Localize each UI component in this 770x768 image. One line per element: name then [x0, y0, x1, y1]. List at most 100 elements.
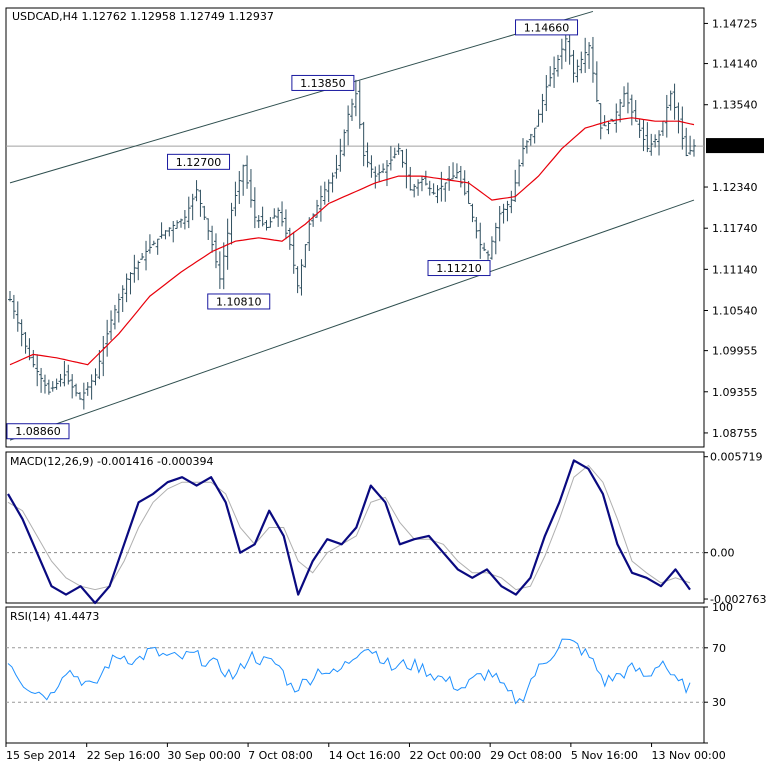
ohlc-bar: [571, 50, 576, 83]
channel-upper-line: [9, 10, 594, 184]
ohlc-bar: [649, 133, 654, 156]
ohlc-bar: [575, 59, 580, 83]
ohlc-bar: [35, 354, 40, 387]
ohlc-bar: [264, 220, 269, 231]
price-tick-label: 1.08755: [712, 427, 758, 440]
ohlc-bar: [384, 160, 389, 187]
ohlc-bar: [105, 319, 110, 357]
ohlc-bar: [396, 143, 401, 155]
ohlc-bar: [89, 374, 94, 400]
ohlc-bar: [353, 79, 358, 117]
annotation-box: [291, 74, 355, 91]
panel-frame-1: [5, 7, 705, 448]
time-tick-label: 22 Oct 00:00: [409, 749, 481, 762]
ohlc-bar: [641, 119, 646, 152]
ohlc-bar: [486, 250, 491, 260]
ohlc-bar: [680, 106, 685, 150]
ohlc-bar: [346, 105, 351, 146]
ohlc-bar: [54, 378, 59, 390]
rsi-tick-label: 70: [712, 642, 726, 655]
ohlc-bar: [625, 82, 630, 114]
ohlc-bar: [268, 217, 273, 228]
ohlc-bar: [618, 99, 623, 123]
rsi-panel-header: RSI(14) 41.4473: [10, 610, 99, 623]
ohlc-bar: [439, 171, 444, 202]
annotation-label: 1.14660: [524, 21, 570, 34]
ohlc-bar: [245, 155, 250, 189]
ohlc-bar: [338, 138, 343, 172]
ohlc-bar: [517, 159, 522, 187]
ohlc-bar: [116, 293, 121, 323]
ohlc-bar: [474, 216, 479, 239]
ohlc-bar: [194, 180, 199, 202]
time-tick-label: 29 Oct 08:00: [490, 749, 562, 762]
ohlc-bar: [112, 304, 117, 330]
ohlc-bar: [466, 181, 471, 204]
ohlc-bar: [361, 121, 366, 167]
ohlc-bar: [408, 166, 413, 191]
annotation-box: [515, 19, 579, 36]
ohlc-bar: [66, 364, 71, 385]
ohlc-bar: [458, 165, 463, 188]
ohlc-bar: [447, 166, 452, 191]
price-tick-label: 1.14725: [712, 17, 758, 30]
ohlc-bar: [629, 94, 634, 126]
ohlc-bar: [423, 170, 428, 186]
ohlc-bar: [128, 272, 133, 295]
channel-lower-line: [9, 199, 695, 441]
ohlc-bar: [287, 227, 292, 250]
ohlc-bar: [555, 54, 560, 77]
ohlc-bar: [140, 253, 145, 260]
ohlc-bar: [241, 164, 246, 196]
ohlc-bar: [594, 61, 599, 103]
ohlc-bar: [365, 142, 370, 168]
ohlc-bar: [653, 134, 658, 148]
macd-tick-label: -0.002763: [710, 593, 766, 606]
rsi-tick-label: 100: [712, 601, 733, 614]
ohlc-bar: [482, 242, 487, 252]
price-tick-label: 1.09355: [712, 386, 758, 399]
ohlc-bar: [15, 301, 20, 332]
time-tick-label: 14 Oct 16:00: [329, 749, 401, 762]
ohlc-bar: [357, 80, 362, 129]
ohlc-bar: [97, 350, 102, 380]
ohlc-bar: [190, 193, 195, 221]
ohlc-bar: [377, 164, 382, 183]
ohlc-bar: [237, 171, 242, 204]
annotation-label: 1.13850: [300, 77, 346, 90]
annotation-box: [207, 293, 271, 310]
ohlc-bar: [50, 381, 55, 392]
ohlc-bar: [493, 222, 498, 255]
ohlc-bar: [400, 149, 405, 168]
ohlc-bar: [171, 220, 176, 243]
price-annotation: 1.08860: [6, 423, 70, 440]
ohlc-bar: [435, 185, 440, 204]
ohlc-bar: [602, 115, 607, 127]
ohlc-bar: [664, 94, 669, 138]
ohlc-bar: [221, 242, 226, 290]
ohlc-bar: [528, 133, 533, 146]
ohlc-bar: [598, 103, 603, 140]
ohlc-bar: [544, 75, 549, 112]
ohlc-bar: [248, 169, 253, 208]
time-tick-label: 5 Nov 16:00: [571, 749, 638, 762]
ohlc-bar: [233, 181, 238, 217]
time-tick-label: 30 Sep 00:00: [167, 749, 240, 762]
ohlc-bar: [489, 236, 494, 260]
ohlc-bar: [85, 382, 90, 396]
ohlc-bar: [217, 251, 222, 289]
ohlc-bar: [532, 127, 537, 144]
ohlc-bar: [295, 266, 300, 294]
price-tick-label: 1.09955: [712, 345, 758, 358]
price-tick-label: 1.13540: [712, 99, 758, 112]
ohlc-bar: [443, 182, 448, 202]
ohlc-bar: [381, 163, 386, 174]
ohlc-bar: [31, 349, 36, 368]
rsi-line: [7, 638, 691, 705]
ohlc-bar: [23, 332, 28, 354]
ohlc-bar: [39, 367, 44, 393]
price-tick-label: 1.11740: [712, 222, 758, 235]
ohlc-bar: [427, 180, 432, 196]
ohlc-bar: [676, 102, 681, 134]
